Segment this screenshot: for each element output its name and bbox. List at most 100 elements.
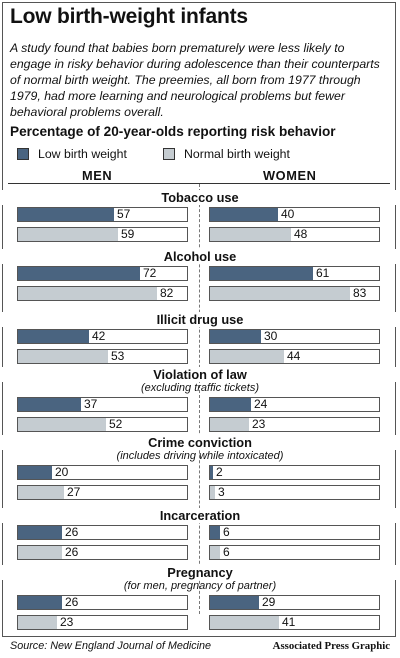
bar-men-normal: 82 bbox=[17, 286, 188, 301]
bar-women-low: 24 bbox=[209, 397, 380, 412]
bar-fill bbox=[210, 267, 313, 280]
bar-fill bbox=[18, 486, 64, 499]
bar-fill bbox=[18, 350, 108, 363]
bar-value-label: 2 bbox=[216, 465, 223, 479]
bar-fill bbox=[210, 418, 249, 431]
category-name: Incarceration bbox=[0, 508, 400, 523]
bar-value-label: 59 bbox=[121, 227, 135, 241]
bar-value-label: 26 bbox=[65, 595, 79, 609]
bar-value-label: 82 bbox=[160, 286, 174, 300]
bar-value-label: 6 bbox=[223, 525, 230, 539]
bar-fill bbox=[18, 228, 118, 241]
bar-value-label: 23 bbox=[60, 615, 74, 629]
bar-value-label: 41 bbox=[282, 615, 296, 629]
bar-fill bbox=[210, 486, 215, 499]
category-note: (includes driving while intoxicated) bbox=[116, 450, 284, 462]
bar-value-label: 27 bbox=[67, 485, 81, 499]
bar-value-label: 53 bbox=[111, 349, 125, 363]
bar-fill bbox=[210, 398, 251, 411]
category-name: Crime conviction bbox=[0, 435, 400, 450]
bar-men-low: 37 bbox=[17, 397, 188, 412]
center-divider bbox=[199, 184, 200, 614]
bar-fill bbox=[18, 596, 62, 609]
category-name: Violation of law bbox=[0, 367, 400, 382]
bar-fill bbox=[18, 418, 106, 431]
legend-normal-birth-weight: Normal birth weight bbox=[163, 147, 290, 161]
bar-value-label: 40 bbox=[281, 207, 295, 221]
bar-women-low: 6 bbox=[209, 525, 380, 540]
category-label: Pregnancy (for men, pregnancy of partner) bbox=[0, 565, 400, 593]
bar-women-normal: 6 bbox=[209, 545, 380, 560]
category-note: (excluding traffic tickets) bbox=[141, 382, 259, 394]
bar-value-label: 42 bbox=[92, 329, 106, 343]
bar-value-label: 83 bbox=[353, 286, 367, 300]
bar-fill bbox=[18, 330, 89, 343]
bar-men-low: 20 bbox=[17, 465, 188, 480]
bar-value-label: 26 bbox=[65, 525, 79, 539]
bar-fill bbox=[210, 526, 220, 539]
bar-fill bbox=[210, 350, 284, 363]
bar-fill bbox=[210, 330, 261, 343]
bar-fill bbox=[210, 616, 279, 629]
category-name: Alcohol use bbox=[0, 249, 400, 264]
bar-value-label: 52 bbox=[109, 417, 123, 431]
legend-low-birth-weight: Low birth weight bbox=[17, 147, 127, 161]
bar-women-normal: 3 bbox=[209, 485, 380, 500]
bar-value-label: 57 bbox=[117, 207, 131, 221]
legend-label-low: Low birth weight bbox=[38, 147, 127, 161]
bar-women-normal: 23 bbox=[209, 417, 380, 432]
page-title: Low birth-weight infants bbox=[10, 5, 248, 28]
bar-men-normal: 26 bbox=[17, 545, 188, 560]
bar-fill bbox=[18, 466, 52, 479]
bar-fill bbox=[18, 526, 62, 539]
category-name: Tobacco use bbox=[0, 190, 400, 205]
category-label: Illicit drug use bbox=[0, 312, 400, 327]
bar-value-label: 72 bbox=[143, 266, 157, 280]
bar-value-label: 3 bbox=[218, 485, 225, 499]
bar-value-label: 30 bbox=[264, 329, 278, 343]
bar-men-normal: 23 bbox=[17, 615, 188, 630]
bar-value-label: 37 bbox=[84, 397, 98, 411]
bar-value-label: 20 bbox=[55, 465, 69, 479]
chart-title: Percentage of 20-year-olds reporting ris… bbox=[10, 124, 336, 139]
category-name: Pregnancy bbox=[0, 565, 400, 580]
bar-women-low: 61 bbox=[209, 266, 380, 281]
bar-value-label: 6 bbox=[223, 545, 230, 559]
bar-women-normal: 41 bbox=[209, 615, 380, 630]
bar-fill bbox=[210, 208, 278, 221]
category-label: Crime conviction (includes driving while … bbox=[0, 435, 400, 463]
bar-men-low: 26 bbox=[17, 525, 188, 540]
bar-fill bbox=[18, 398, 81, 411]
bar-value-label: 44 bbox=[287, 349, 301, 363]
bar-value-label: 29 bbox=[262, 595, 276, 609]
bar-men-low: 72 bbox=[17, 266, 188, 281]
bar-women-low: 2 bbox=[209, 465, 380, 480]
intro-text: A study found that babies born premature… bbox=[10, 41, 380, 119]
category-label: Alcohol use bbox=[0, 249, 400, 264]
bar-men-low: 57 bbox=[17, 207, 188, 222]
category-note: (for men, pregnancy of partner) bbox=[123, 580, 277, 592]
bar-value-label: 48 bbox=[294, 227, 308, 241]
bar-women-low: 40 bbox=[209, 207, 380, 222]
bar-men-normal: 53 bbox=[17, 349, 188, 364]
bar-fill bbox=[210, 287, 350, 300]
category-label: Violation of law (excluding traffic ticke… bbox=[0, 367, 400, 395]
bar-value-label: 24 bbox=[254, 397, 268, 411]
bar-women-normal: 48 bbox=[209, 227, 380, 242]
category-label: Incarceration bbox=[0, 508, 400, 523]
bar-women-low: 29 bbox=[209, 595, 380, 610]
bar-value-label: 61 bbox=[316, 266, 330, 280]
bar-fill bbox=[210, 546, 220, 559]
bar-men-normal: 59 bbox=[17, 227, 188, 242]
column-header-rule bbox=[8, 183, 390, 184]
bar-value-label: 23 bbox=[252, 417, 266, 431]
bar-fill bbox=[210, 466, 213, 479]
bar-fill bbox=[18, 287, 157, 300]
bar-fill bbox=[18, 267, 140, 280]
bar-women-normal: 44 bbox=[209, 349, 380, 364]
bar-fill bbox=[18, 208, 114, 221]
legend-label-normal: Normal birth weight bbox=[184, 147, 290, 161]
bar-men-low: 42 bbox=[17, 329, 188, 344]
bar-men-normal: 27 bbox=[17, 485, 188, 500]
source-note: Source: New England Journal of Medicine bbox=[10, 640, 212, 652]
